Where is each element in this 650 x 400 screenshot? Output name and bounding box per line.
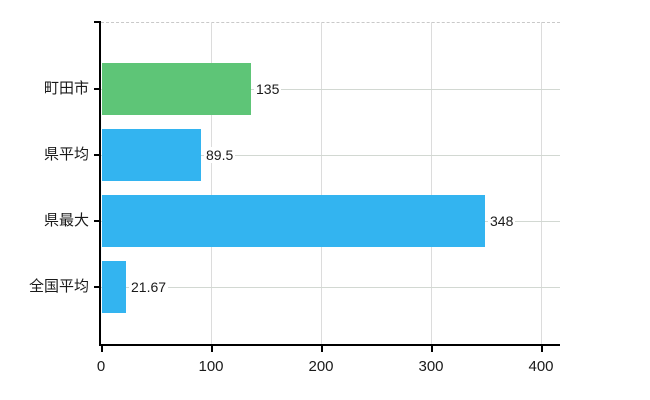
x-axis-tick bbox=[101, 344, 103, 352]
x-gridline bbox=[211, 22, 212, 344]
x-axis-line bbox=[99, 344, 560, 346]
x-gridline bbox=[541, 22, 542, 344]
x-tick-label: 400 bbox=[528, 358, 554, 375]
y-axis-tick bbox=[94, 88, 101, 90]
x-gridline bbox=[431, 22, 432, 344]
y-axis-line bbox=[99, 21, 101, 346]
x-tick-label: 300 bbox=[418, 358, 444, 375]
x-gridline bbox=[321, 22, 322, 344]
x-axis-tick bbox=[431, 344, 433, 352]
y-axis-tick bbox=[94, 220, 101, 222]
x-tick-label: 100 bbox=[198, 358, 224, 375]
y-axis-top-tick bbox=[94, 21, 101, 23]
category-label: 県平均 bbox=[43, 146, 89, 163]
x-tick-label: 0 bbox=[96, 358, 106, 375]
category-label: 全国平均 bbox=[28, 278, 89, 295]
category-label: 県最大 bbox=[43, 212, 89, 229]
bar bbox=[102, 129, 201, 181]
bar bbox=[102, 63, 251, 115]
y-gridline bbox=[101, 155, 560, 156]
x-axis-tick bbox=[211, 344, 213, 352]
value-label: 21.67 bbox=[129, 279, 169, 295]
y-axis-tick bbox=[94, 154, 101, 156]
plot-top-border bbox=[101, 22, 560, 23]
x-axis-tick bbox=[321, 344, 323, 352]
y-gridline bbox=[101, 89, 560, 90]
value-label: 135 bbox=[254, 81, 282, 97]
x-tick-label: 200 bbox=[308, 358, 334, 375]
x-axis-tick bbox=[541, 344, 543, 352]
y-gridline bbox=[101, 287, 560, 288]
bar bbox=[102, 261, 126, 313]
bar bbox=[102, 195, 485, 247]
value-label: 89.5 bbox=[204, 147, 236, 163]
y-axis-tick bbox=[94, 286, 101, 288]
category-label: 町田市 bbox=[43, 80, 89, 97]
value-label: 348 bbox=[488, 213, 516, 229]
